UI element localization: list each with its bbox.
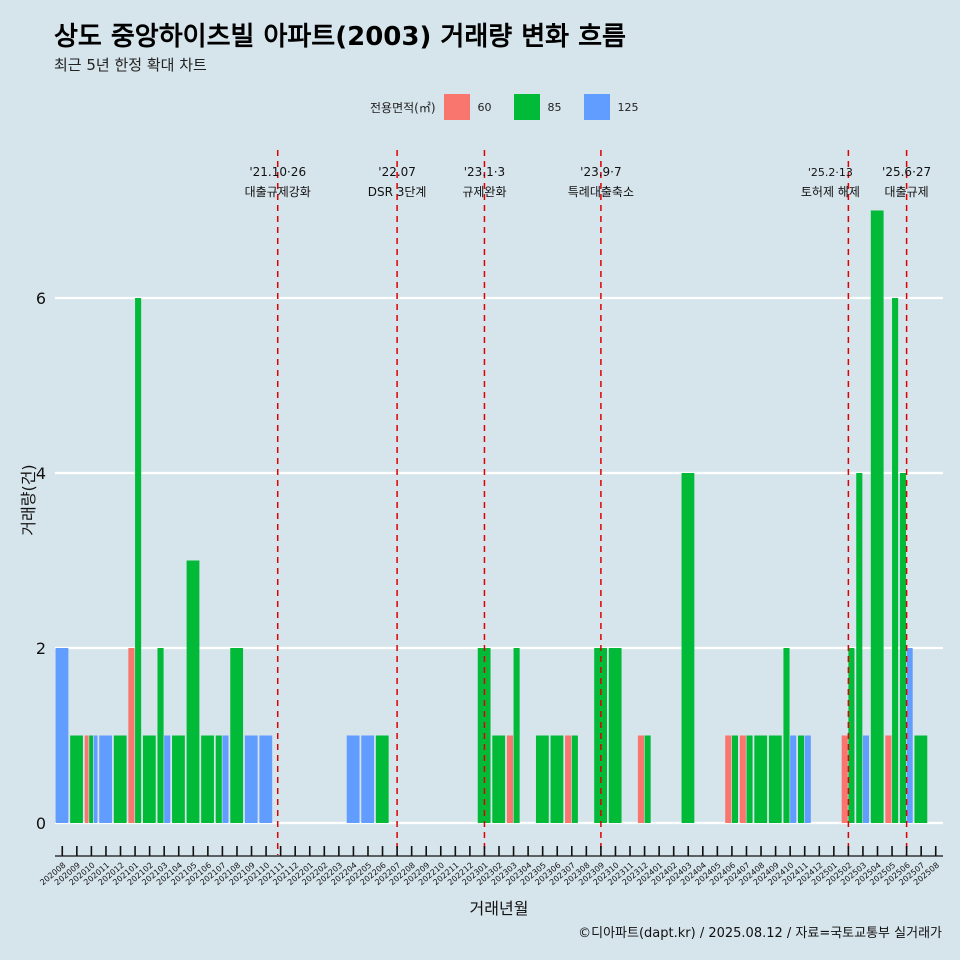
event-label: 대출규제강화 xyxy=(245,185,311,199)
bar-85-202010 xyxy=(89,735,94,823)
bar-60-202312 xyxy=(637,735,644,823)
legend-key-85 xyxy=(513,94,540,120)
bar-125-202506 xyxy=(906,648,913,823)
bar-85-202303 xyxy=(513,648,520,823)
event-label: 규제완화 xyxy=(462,185,506,199)
bar-85-202103 xyxy=(157,648,164,823)
bar-125-202410 xyxy=(790,735,797,823)
bar-85-202107 xyxy=(215,735,222,823)
legend: 전용면적(㎡) 60 85 125 xyxy=(370,94,661,120)
bar-85-202108 xyxy=(230,648,244,823)
event-lines: '21.10·26 대출규제강화 '22.07 DSR 3단계 '23.1·3 규제완화 '… xyxy=(245,150,931,855)
bar-85-202506 xyxy=(899,473,907,823)
bar-85-202505 xyxy=(892,298,899,823)
bar-85-202305 xyxy=(535,735,549,823)
bar-85-202104 xyxy=(172,735,185,823)
bar-85-202206 xyxy=(375,735,389,823)
bar-85-202504 xyxy=(870,210,884,823)
bar-60-202502 xyxy=(841,735,848,823)
bar-85-202408 xyxy=(754,735,768,823)
bar-85-202507 xyxy=(914,735,928,823)
bar-85-202106 xyxy=(201,735,214,823)
bar-85-202403 xyxy=(681,473,695,823)
bar-85-202012 xyxy=(113,735,127,823)
event-date: '21.10·26 xyxy=(249,165,306,179)
bar-60-202307 xyxy=(565,735,572,823)
bar-85-202410 xyxy=(783,648,790,823)
bar-60-202010 xyxy=(84,735,89,823)
bar-125-202011 xyxy=(99,735,113,823)
bar-85-202406 xyxy=(731,735,739,823)
legend-label-60: 60 xyxy=(477,100,492,114)
event-label: 대출규제 xyxy=(885,185,929,199)
bar-85-202302 xyxy=(492,735,506,823)
y-tick-label: 4 xyxy=(36,464,46,483)
event-date: '22.07 xyxy=(378,165,416,179)
y-tick-label: 0 xyxy=(36,814,46,833)
bar-125-202204 xyxy=(346,735,360,823)
bar-125-202205 xyxy=(361,735,375,823)
bar-125-202103 xyxy=(164,735,171,823)
bar-85-202409 xyxy=(768,735,782,823)
event-date: '23.9·7 xyxy=(580,165,621,179)
axes: 0246202008202009202010202011202012202101… xyxy=(19,289,943,918)
bar-85-202407 xyxy=(746,735,753,823)
bar-60-202303 xyxy=(506,735,513,823)
legend-title: 전용면적(㎡) xyxy=(370,100,436,115)
bar-85-202502 xyxy=(848,648,855,823)
event-date: '25.6·27 xyxy=(882,165,931,179)
event-date: '23.1·3 xyxy=(464,165,505,179)
bars xyxy=(55,210,928,823)
bar-60-202505 xyxy=(885,735,892,823)
event-label: DSR 3단계 xyxy=(368,185,427,199)
bar-60-202407 xyxy=(739,735,746,823)
bar-85-202411 xyxy=(798,735,805,823)
bar-85-202307 xyxy=(571,735,578,823)
bar-85-202312 xyxy=(644,735,651,823)
bar-85-202009 xyxy=(70,735,83,823)
bar-125-202503 xyxy=(862,735,870,823)
credit-text: ©디아파트(dapt.kr) / 2025.08.12 / 자료=국토교통부 실… xyxy=(578,926,942,941)
chart-title: 상도 중앙하이츠빌 아파트(2003) 거래량 변화 흐름 xyxy=(54,22,626,52)
y-tick-label: 2 xyxy=(36,639,46,658)
chart-subtitle: 최근 5년 한정 확대 차트 xyxy=(54,56,207,74)
event-date: '25.2·13 xyxy=(808,166,853,179)
bar-125-202107 xyxy=(222,735,229,823)
y-axis-title: 거래량(건) xyxy=(19,464,38,535)
bar-60-202406 xyxy=(725,735,732,823)
bar-60-202101 xyxy=(128,648,135,823)
bar-85-202306 xyxy=(550,735,564,823)
legend-key-125 xyxy=(583,94,610,120)
bar-125-202010 xyxy=(93,735,98,823)
bar-85-202105 xyxy=(186,560,200,823)
legend-label-85: 85 xyxy=(547,100,562,114)
x-axis-title: 거래년월 xyxy=(470,899,529,918)
bar-85-202101 xyxy=(135,298,142,823)
legend-key-60 xyxy=(443,94,470,120)
bar-85-202310 xyxy=(608,648,622,823)
bar-125-202109 xyxy=(244,735,258,823)
event-label: 토허제 해제 xyxy=(801,185,860,199)
y-tick-label: 6 xyxy=(36,289,46,308)
event-label: 특례대출축소 xyxy=(568,185,634,199)
bar-85-202503 xyxy=(856,473,863,823)
bar-125-202008 xyxy=(55,648,69,823)
legend-label-125: 125 xyxy=(617,100,639,114)
bar-125-202110 xyxy=(259,735,273,823)
bar-125-202411 xyxy=(804,735,811,823)
bar-85-202102 xyxy=(142,735,156,823)
